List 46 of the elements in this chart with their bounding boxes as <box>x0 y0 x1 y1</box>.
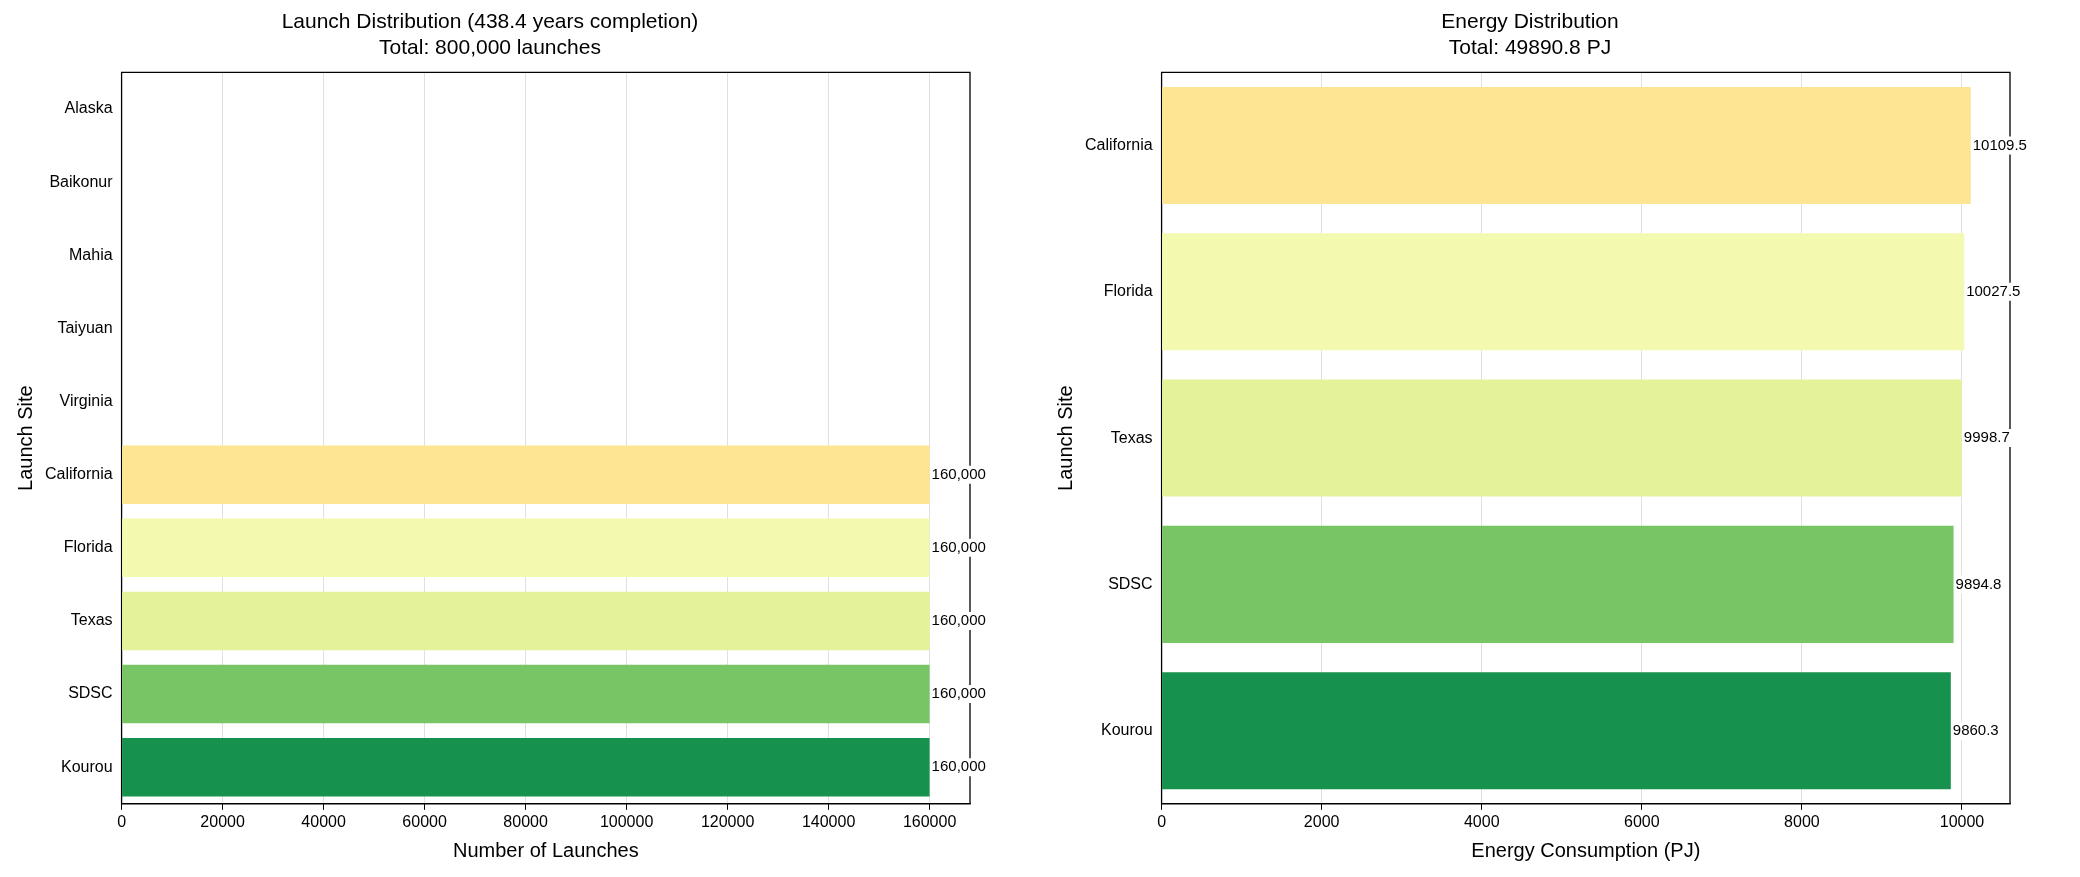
data-label: 160,000 <box>931 537 986 555</box>
chart-title: Launch Distribution (438.4 years completion) Total: 800,000 launches <box>281 9 699 58</box>
x-axis-title: Energy Consumption (PJ) <box>1471 838 1701 861</box>
y-tick-label: Florida <box>63 538 113 556</box>
y-tick-label: Taiyuan <box>57 318 113 336</box>
y-tick-label: Baikonur <box>49 172 114 190</box>
data-label: 160,000 <box>931 757 986 775</box>
x-tick-label: 140000 <box>801 812 856 830</box>
x-tick-label: 6000 <box>1624 812 1660 830</box>
y-tick-label: Virginia <box>59 391 113 409</box>
y-tick-label: Texas <box>1110 428 1153 446</box>
y-tick-label: California <box>1084 135 1153 153</box>
data-label: 10109.5 <box>1972 135 2027 153</box>
y-tick-label: Texas <box>70 611 113 629</box>
y-axis-title: Launch Site <box>13 385 36 491</box>
data-label: 10027.5 <box>1966 281 2021 299</box>
data-label: 160,000 <box>931 611 986 629</box>
y-tick-label: SDSC <box>1108 574 1153 592</box>
y-tick-label: Kourou <box>60 757 113 775</box>
x-axis-title: Number of Launches <box>452 838 639 861</box>
data-label: 160,000 <box>931 684 986 702</box>
y-tick-label: Kourou <box>1100 721 1153 739</box>
x-tick-label: 0 <box>117 812 127 830</box>
x-tick-label: 40000 <box>301 812 346 830</box>
y-tick-label: Alaska <box>64 99 113 117</box>
data-label: 9894.8 <box>1955 574 2002 592</box>
x-tick-label: 60000 <box>402 812 447 830</box>
y-tick-label: California <box>44 465 113 483</box>
chart-title: Energy Distribution Total: 49890.8 PJ <box>1441 9 1619 58</box>
x-tick-label: 0 <box>1157 812 1167 830</box>
x-tick-label: 4000 <box>1463 812 1500 830</box>
data-label: 160,000 <box>931 464 986 482</box>
x-tick-label: 80000 <box>503 812 548 830</box>
data-label: 9860.3 <box>1952 720 1999 738</box>
x-tick-label: 2000 <box>1303 812 1340 830</box>
y-tick-label: Florida <box>1103 282 1153 300</box>
y-tick-label: Mahia <box>69 245 113 263</box>
x-tick-label: 10000 <box>1939 812 1985 830</box>
data-label: 9998.7 <box>1963 428 2010 446</box>
x-tick-label: 100000 <box>599 812 654 830</box>
y-axis-title: Launch Site <box>1053 385 1076 491</box>
x-tick-label: 120000 <box>700 812 755 830</box>
y-tick-label: SDSC <box>68 684 113 702</box>
x-tick-label: 8000 <box>1784 812 1820 830</box>
x-tick-label: 160000 <box>902 812 957 830</box>
x-tick-label: 20000 <box>200 812 245 830</box>
